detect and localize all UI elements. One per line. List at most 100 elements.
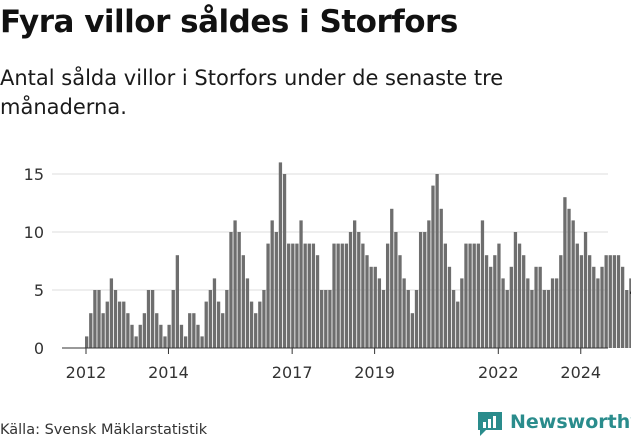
x-axis: 2012 2014 2017 2019 2022 2024 (62, 347, 608, 382)
bar (204, 301, 208, 348)
bar (583, 232, 588, 348)
bar (89, 313, 93, 348)
bar (101, 313, 105, 348)
bar (130, 324, 134, 348)
bar (435, 174, 439, 348)
bar (353, 220, 357, 348)
bar (287, 243, 291, 348)
bar (418, 232, 423, 348)
bar (468, 243, 472, 348)
x-tick-label: 2012 (66, 363, 107, 382)
bar (295, 243, 299, 348)
x-tick-label: 2014 (148, 363, 189, 382)
bar (270, 220, 274, 348)
bar (443, 243, 447, 348)
bar (472, 243, 476, 348)
bar (113, 290, 118, 348)
bar (188, 313, 192, 348)
bar (134, 336, 138, 348)
bar (489, 266, 493, 348)
bar (303, 243, 307, 348)
bar (291, 243, 295, 348)
bar (373, 266, 377, 348)
bar (579, 255, 584, 348)
bar (423, 232, 427, 348)
bar (451, 290, 456, 348)
bar (592, 266, 596, 348)
bar (513, 232, 518, 348)
bar-chart: 0 5 10 15 2012 2014 2017 2019 2022 2024 4 (24, 162, 631, 382)
bar (262, 290, 266, 348)
x-tick-label: 2022 (478, 363, 519, 382)
bar (278, 162, 283, 348)
bar (163, 336, 167, 348)
bar (476, 243, 480, 348)
bar (526, 278, 530, 348)
bar (212, 278, 217, 348)
bar (563, 197, 567, 348)
bar (439, 208, 443, 348)
bar (550, 278, 555, 348)
bar (142, 313, 147, 348)
bar (315, 255, 320, 348)
bar (216, 301, 221, 348)
chart-title: Fyra villor såldes i Storfors (0, 4, 458, 40)
bar (509, 266, 513, 348)
y-tick-label: 15 (24, 165, 44, 184)
bar (534, 266, 538, 348)
bar (394, 232, 398, 348)
bar (369, 266, 373, 348)
newsworthy-logo[interactable]: Newsworthy (476, 410, 631, 438)
bar (167, 324, 171, 348)
bar (522, 255, 526, 348)
bar (183, 336, 188, 348)
bar (406, 290, 410, 348)
bar (480, 220, 485, 348)
bar (320, 290, 324, 348)
bar (542, 290, 546, 348)
bar (179, 324, 184, 348)
bar (385, 243, 390, 348)
bar (200, 336, 204, 348)
bar (530, 290, 534, 348)
bar (229, 232, 233, 348)
bar (245, 278, 250, 348)
bar (620, 266, 625, 348)
bar (555, 278, 559, 348)
bar (155, 313, 159, 348)
bar (208, 290, 212, 348)
bar (629, 278, 631, 348)
bar (505, 290, 509, 348)
bar (146, 290, 151, 348)
bar (501, 278, 505, 348)
bar (299, 220, 303, 348)
bar (604, 255, 608, 348)
bar (398, 255, 402, 348)
bar (612, 255, 617, 348)
source-note: Källa: Svensk Mäklarstatistik (0, 422, 208, 438)
bar (126, 313, 130, 348)
bar (233, 220, 237, 348)
x-tick-label: 2024 (560, 363, 601, 382)
bar (546, 290, 551, 348)
x-tick-label: 2017 (272, 363, 313, 382)
newsworthy-logo-text: Newsworthy (510, 411, 631, 433)
bar (150, 290, 155, 348)
bar (447, 266, 452, 348)
bar (493, 255, 497, 348)
bar (196, 324, 200, 348)
bar (85, 336, 89, 348)
bar (97, 290, 101, 348)
bar (571, 220, 575, 348)
bar (175, 255, 180, 348)
y-axis-ticks: 0 5 10 15 (24, 165, 44, 358)
bar (266, 243, 270, 348)
bar (344, 243, 349, 348)
bar (361, 243, 365, 348)
bar (241, 255, 245, 348)
last-value-label: 4 (629, 282, 631, 301)
bar (221, 313, 225, 348)
chart-subtitle: Antal sålda villor i Storfors under de s… (0, 66, 504, 119)
bar (117, 301, 122, 348)
bar (328, 290, 332, 348)
